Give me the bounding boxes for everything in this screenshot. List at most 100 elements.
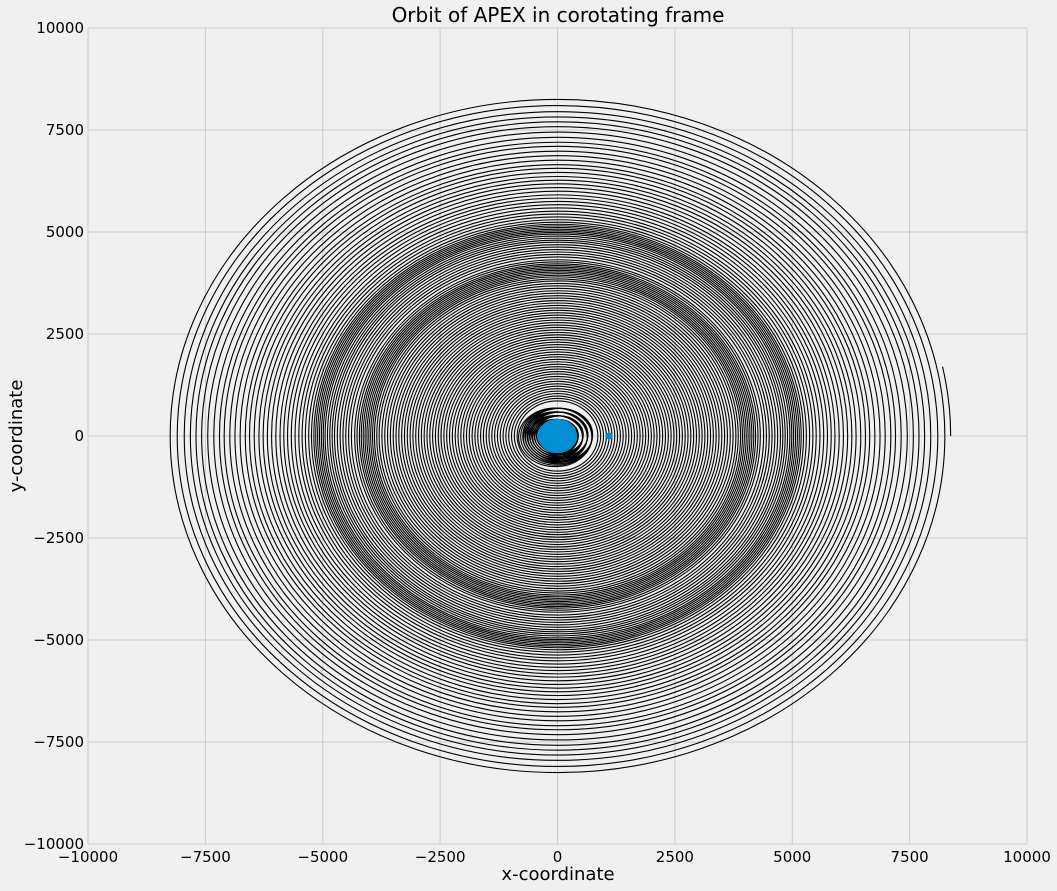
orbit-ring [308, 219, 807, 653]
orbit-ring [201, 126, 914, 746]
orbit-ring [426, 322, 689, 550]
orbit-ring [183, 111, 932, 761]
orbit-ring [381, 282, 734, 590]
orbit-ring [207, 131, 908, 741]
x-tick-label: 2500 [656, 848, 694, 866]
orbit-ring [253, 171, 862, 701]
orbit-ring [304, 216, 811, 656]
orbit-ring [279, 194, 836, 678]
apex-marker [605, 432, 613, 440]
orbit-ring [368, 271, 747, 601]
orbit-ring [350, 256, 765, 616]
orbit-ring [333, 241, 782, 631]
orbit-ring [290, 204, 825, 668]
orbit-ring [415, 312, 700, 560]
orbit-ring [451, 344, 664, 528]
orbit-ring [310, 221, 805, 651]
orbit-ring [370, 273, 745, 599]
tick-labels: −10000 −7500 −5000 −2500 0 2500 5000 7500 10000 −… [24, 19, 1051, 866]
orbit-ring [403, 302, 712, 570]
orbit-ring [463, 353, 652, 519]
orbit-ring [189, 116, 926, 756]
orbit-ring [342, 248, 773, 624]
orbit-ring [482, 370, 633, 502]
bodies [537, 418, 613, 454]
orbit-ring [298, 210, 817, 662]
orbit-ring [301, 213, 814, 659]
y-tick-label: 7500 [46, 121, 84, 139]
y-tick-label: 2500 [46, 325, 84, 343]
orbit-ring [176, 104, 939, 768]
x-axis-label: x-coordinate [501, 864, 614, 885]
x-tick-label: 5000 [773, 848, 811, 866]
orbit-ring [354, 259, 761, 613]
y-tick-label: 10000 [36, 19, 84, 37]
orbit-ring [409, 307, 706, 565]
orbit-ring [294, 207, 821, 665]
orbit-ring [386, 287, 729, 585]
orbit-ring [494, 380, 621, 492]
orbit-ring [440, 334, 675, 538]
orbit-ring [213, 136, 902, 736]
y-tick-label: −2500 [33, 529, 84, 547]
y-axis-label: y-coordinate [6, 380, 27, 493]
orbit-ring [223, 145, 892, 727]
orbit-ring [460, 351, 655, 521]
orbit-ring [423, 319, 692, 553]
orbit-ring [336, 244, 779, 628]
orbit-ring [358, 263, 757, 609]
orbit-ring [457, 348, 658, 524]
x-tick-label: 0 [553, 848, 563, 866]
orbit-ring [218, 141, 897, 731]
orbit-ring [412, 309, 703, 563]
orbit-ring [313, 223, 802, 649]
orbit-ring [420, 317, 695, 555]
x-tick-label: −5000 [297, 848, 348, 866]
y-tick-label: 5000 [46, 223, 84, 241]
orbit-ring [376, 278, 739, 594]
orbit-ring [366, 269, 749, 603]
orbit-ring [195, 121, 920, 751]
orbit-ring [401, 299, 714, 573]
orbit-ring [324, 233, 791, 639]
orbit-ring [384, 285, 731, 587]
orbit-ring [398, 297, 717, 575]
x-tick-label: −10000 [58, 848, 118, 866]
orbit-ring [317, 226, 798, 646]
orbit-ring [362, 266, 753, 606]
orbit-ring [448, 341, 667, 531]
orbit-ring [395, 295, 720, 577]
orbit-ring [360, 264, 755, 608]
orbit-ring [474, 363, 641, 509]
orbit-ring [454, 346, 661, 526]
orbit-ring [326, 235, 789, 637]
orbit-ring [510, 395, 605, 477]
chart-title: Orbit of APEX in corotating frame [392, 3, 725, 27]
orbit-end-arc [941, 366, 952, 437]
orbit-ring [443, 336, 672, 536]
orbit-ring [389, 290, 726, 582]
orbit-ring [373, 276, 742, 596]
orbit-ring [392, 292, 723, 580]
orbit-ring [271, 186, 844, 686]
orbit-ring [275, 190, 840, 682]
orbit-ring [331, 239, 784, 633]
orbit-ring [477, 366, 638, 506]
orbit-ring [371, 274, 744, 598]
orbit-ring [348, 253, 767, 619]
orbit-ring [234, 155, 881, 717]
orbit-ring [339, 246, 776, 626]
orbit-ring [315, 225, 800, 647]
orbit-trajectory [169, 98, 952, 774]
y-tick-label: 0 [74, 427, 84, 445]
orbit-ring [320, 230, 795, 642]
orbit-ring [471, 361, 644, 511]
orbit-ring [283, 197, 832, 675]
orbit-ring [286, 200, 829, 672]
orbit-ring [318, 228, 797, 644]
x-tick-label: −7500 [180, 848, 231, 866]
orbit-ring [356, 261, 759, 611]
orbit-ring [437, 331, 678, 541]
orbit-ring [229, 150, 886, 722]
orbit-ring [429, 324, 686, 548]
